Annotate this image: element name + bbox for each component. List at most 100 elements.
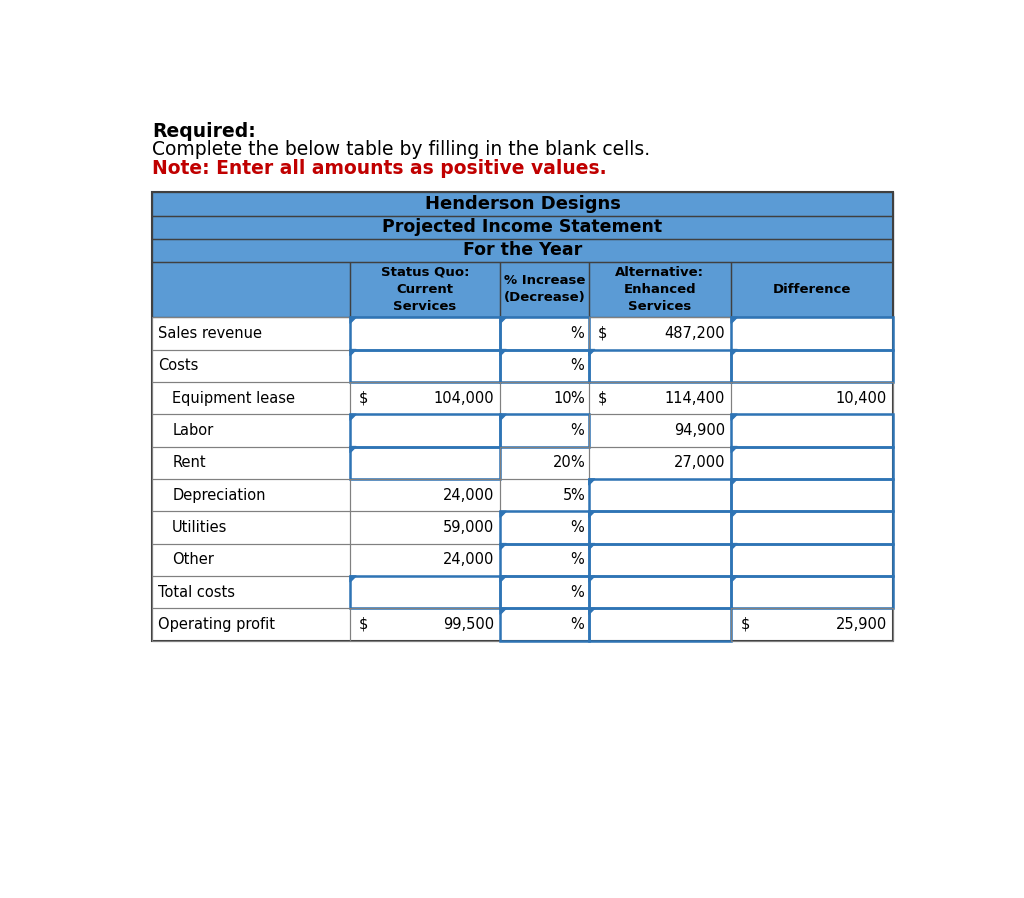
Bar — [500, 543, 589, 576]
Bar — [153, 446, 350, 479]
Polygon shape — [500, 349, 506, 356]
Bar — [589, 446, 731, 479]
Polygon shape — [589, 576, 595, 582]
Text: 27,000: 27,000 — [674, 455, 725, 471]
Bar — [350, 349, 500, 382]
Bar — [589, 349, 731, 382]
Text: $: $ — [359, 391, 369, 406]
Bar — [350, 511, 500, 543]
Bar — [731, 576, 893, 608]
Text: Status Quo:
Current
Services: Status Quo: Current Services — [381, 266, 469, 313]
Bar — [153, 511, 350, 543]
Text: 59,000: 59,000 — [442, 520, 494, 535]
Text: %: % — [570, 391, 584, 406]
Bar — [153, 349, 350, 382]
Bar — [731, 446, 893, 479]
Bar — [500, 479, 589, 511]
Bar — [350, 543, 500, 576]
Polygon shape — [731, 317, 737, 323]
Bar — [153, 511, 350, 543]
Bar — [153, 382, 350, 414]
Bar — [731, 414, 893, 446]
Bar — [153, 317, 350, 349]
Text: %: % — [570, 423, 584, 438]
Bar — [153, 479, 350, 511]
Bar — [589, 576, 731, 608]
Bar — [153, 543, 350, 576]
Text: Other: Other — [172, 552, 214, 568]
Bar — [731, 382, 893, 414]
Bar — [153, 239, 893, 261]
Text: Costs: Costs — [159, 358, 199, 374]
Bar — [500, 261, 589, 317]
Text: Operating profit: Operating profit — [159, 617, 275, 632]
Bar — [589, 479, 731, 511]
Polygon shape — [731, 511, 737, 517]
Polygon shape — [500, 543, 506, 550]
Bar — [589, 479, 731, 511]
Text: Rent: Rent — [172, 455, 206, 471]
Bar — [500, 576, 589, 608]
Text: Utilities: Utilities — [172, 520, 227, 535]
Text: Projected Income Statement: Projected Income Statement — [382, 218, 663, 236]
Polygon shape — [350, 317, 356, 323]
Bar — [350, 414, 500, 446]
Bar — [153, 261, 350, 317]
Bar — [153, 576, 350, 608]
Bar — [350, 261, 500, 317]
Bar — [350, 414, 500, 446]
Bar — [589, 414, 731, 446]
Bar — [350, 446, 500, 479]
Bar — [350, 446, 500, 479]
Bar — [500, 511, 589, 543]
Bar — [350, 382, 500, 414]
Text: $: $ — [598, 391, 607, 406]
Bar — [153, 216, 893, 239]
Bar — [589, 543, 731, 576]
Text: Note: Enter all amounts as positive values.: Note: Enter all amounts as positive valu… — [153, 159, 607, 178]
Bar — [500, 576, 589, 608]
Polygon shape — [500, 608, 506, 614]
Bar — [350, 608, 500, 640]
Bar — [153, 608, 350, 640]
Bar — [500, 261, 589, 317]
Bar — [153, 414, 350, 446]
Bar — [500, 414, 589, 446]
Bar — [153, 479, 350, 511]
Bar — [731, 479, 893, 511]
Text: Required:: Required: — [153, 121, 256, 141]
Bar — [153, 543, 350, 576]
Bar — [589, 576, 731, 608]
Bar — [589, 446, 731, 479]
Text: %: % — [570, 520, 584, 535]
Bar — [153, 349, 350, 382]
Text: %: % — [570, 617, 584, 632]
Bar — [589, 511, 731, 543]
Bar — [153, 382, 350, 414]
Bar — [153, 261, 350, 317]
Bar — [731, 511, 893, 543]
Polygon shape — [589, 479, 595, 485]
Text: 99,500: 99,500 — [442, 617, 494, 632]
Bar — [350, 576, 500, 608]
Bar — [731, 576, 893, 608]
Text: Difference: Difference — [773, 283, 851, 296]
Bar — [731, 511, 893, 543]
Bar — [153, 192, 893, 216]
Polygon shape — [500, 576, 506, 582]
Bar — [589, 261, 731, 317]
Bar — [350, 479, 500, 511]
Text: %: % — [570, 358, 584, 374]
Bar — [731, 261, 893, 317]
Polygon shape — [589, 349, 595, 356]
Bar — [731, 608, 893, 640]
Bar — [500, 317, 589, 349]
Bar — [731, 382, 893, 414]
Bar — [589, 543, 731, 576]
Bar — [153, 608, 350, 640]
Text: % Increase
(Decrease): % Increase (Decrease) — [504, 275, 586, 304]
Text: %: % — [570, 326, 584, 341]
Bar — [731, 446, 893, 479]
Bar — [350, 608, 500, 640]
Bar — [500, 608, 589, 640]
